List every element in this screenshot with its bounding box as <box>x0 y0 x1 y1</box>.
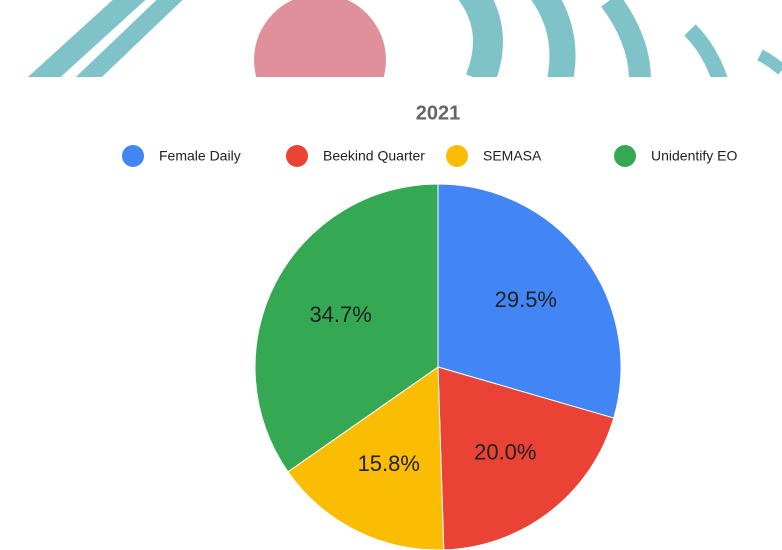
legend-label: Beekind Quarter <box>323 148 425 164</box>
legend-label: Female Daily <box>159 148 241 164</box>
data-label: 15.8% <box>358 451 420 476</box>
chart: 2021 29.5% 20.0% 15.8% 34.7% Female Daily Bee… <box>0 0 782 550</box>
legend-marker <box>446 145 468 167</box>
stripe <box>690 30 720 80</box>
page: 2021 29.5% 20.0% 15.8% 34.7% Female Daily Bee… <box>0 0 782 550</box>
circle <box>254 0 386 126</box>
legend-marker <box>122 145 144 167</box>
legend-marker <box>614 145 636 167</box>
chart-title: 2021 <box>416 102 461 124</box>
data-label: 34.7% <box>309 302 371 327</box>
legend-label: SEMASA <box>483 148 542 164</box>
header-decoration <box>30 0 782 126</box>
legend-label: Unidentify EO <box>651 148 737 164</box>
data-label: 29.5% <box>495 287 557 312</box>
legend-marker <box>286 145 308 167</box>
stripe <box>760 55 782 70</box>
stripe <box>470 0 488 80</box>
stripe <box>610 0 640 80</box>
stripe <box>540 0 563 80</box>
data-label: 20.0% <box>474 440 536 465</box>
